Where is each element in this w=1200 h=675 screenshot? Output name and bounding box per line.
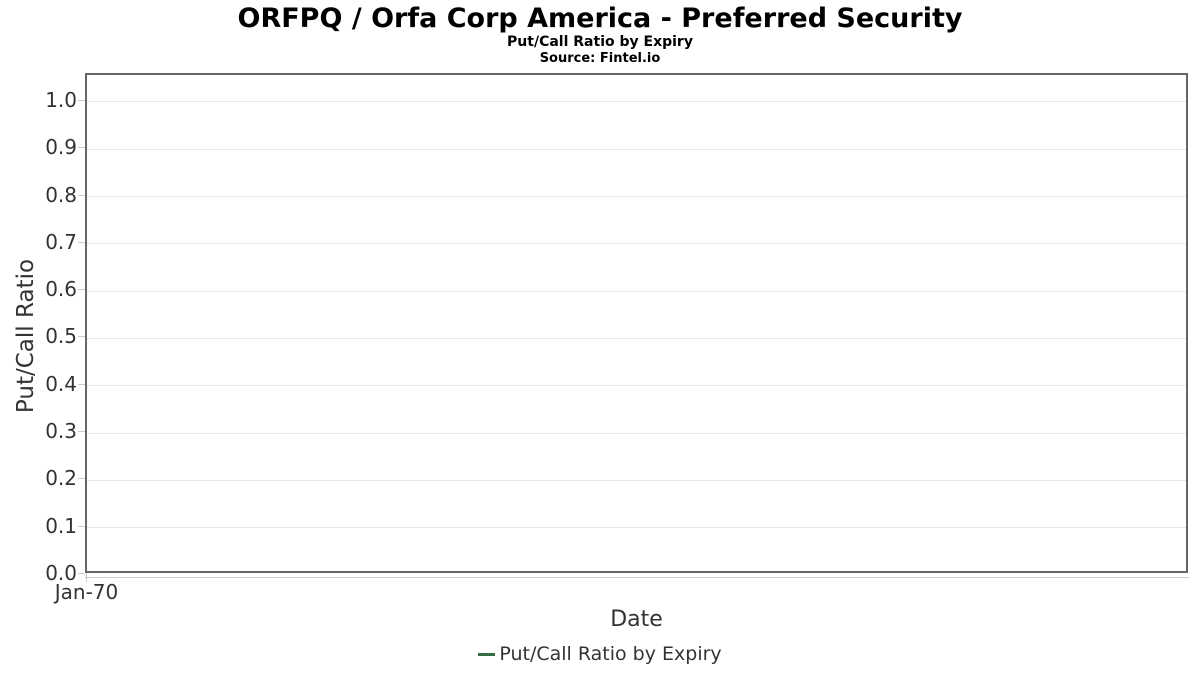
y-tick-mark-0.0 xyxy=(78,573,85,574)
y-tick-mark-0.4 xyxy=(78,383,85,385)
y-tick-label-0.6: 0.6 xyxy=(45,277,77,302)
gridline-y-0.7 xyxy=(87,243,1186,245)
gridline-y-0.5 xyxy=(87,337,1186,339)
chart-subtitle: Put/Call Ratio by Expiry xyxy=(507,34,693,50)
y-tick-mark-0.9 xyxy=(78,147,85,149)
y-axis-title: Put/Call Ratio xyxy=(13,258,39,414)
chart-source: Source: Fintel.io xyxy=(539,51,661,66)
y-tick-mark-0.3 xyxy=(78,431,85,433)
y-tick-mark-0.7 xyxy=(78,241,85,243)
gridline-y-0.4 xyxy=(87,385,1186,387)
y-tick-label-0.2: 0.2 xyxy=(45,466,77,491)
y-tick-mark-0.5 xyxy=(78,336,85,338)
x-axis-line xyxy=(85,577,1189,578)
gridline-y-1.0 xyxy=(87,101,1186,103)
y-tick-mark-0.1 xyxy=(78,525,85,527)
y-tick-mark-0.6 xyxy=(78,289,85,291)
x-axis-title: Date xyxy=(610,607,663,632)
y-tick-label-0.7: 0.7 xyxy=(45,229,77,254)
chart-title: ORFPQ / Orfa Corp America - Preferred Se… xyxy=(237,3,963,34)
y-tick-label-0.5: 0.5 xyxy=(45,324,77,349)
y-tick-label-0.9: 0.9 xyxy=(45,135,77,160)
y-tick-label-0.8: 0.8 xyxy=(45,182,77,207)
y-tick-mark-0.2 xyxy=(78,478,85,480)
y-tick-label-0.0: 0.0 xyxy=(45,561,77,585)
legend: Put/Call Ratio by Expiry xyxy=(0,641,1200,667)
y-tick-label-0.4: 0.4 xyxy=(45,371,77,396)
x-tick-label: Jan-70 xyxy=(54,580,119,604)
plot-area[interactable] xyxy=(85,73,1188,573)
y-tick-mark-1.0 xyxy=(78,99,85,101)
y-tick-mark-0.8 xyxy=(78,194,85,196)
gridline-y-0.6 xyxy=(87,290,1186,292)
x-tick-mark xyxy=(86,573,87,582)
legend-line-marker xyxy=(478,652,496,656)
gridline-y-0.3 xyxy=(87,432,1186,434)
y-tick-label-1.0: 1.0 xyxy=(45,87,77,112)
gridline-y-0.9 xyxy=(87,148,1186,150)
legend-item-label: Put/Call Ratio by Expiry xyxy=(499,643,722,665)
gridline-y-0.1 xyxy=(87,527,1186,529)
gridline-y-0.2 xyxy=(87,479,1186,481)
gridline-y-0.8 xyxy=(87,196,1186,198)
legend-item-put-call-ratio[interactable]: Put/Call Ratio by Expiry xyxy=(478,641,722,667)
y-tick-label-0.1: 0.1 xyxy=(45,513,77,538)
y-tick-label-0.3: 0.3 xyxy=(45,419,77,444)
